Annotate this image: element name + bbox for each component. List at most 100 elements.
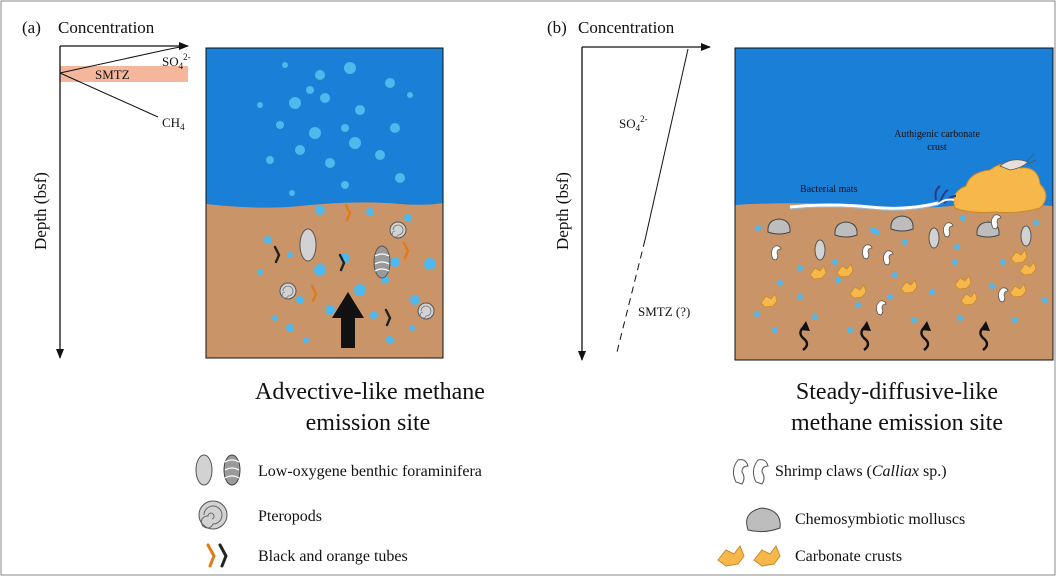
methane-bubble [296, 296, 304, 304]
panel-b-crust-label-line2: crust [927, 142, 947, 153]
carbonate-crust [1010, 249, 1028, 264]
panel-a-ch4-profile [59, 72, 159, 118]
authigenic-carbonate-crust [953, 163, 1047, 213]
methane-bubble [257, 269, 263, 275]
methane-bubble [902, 239, 908, 245]
methane-bubble [325, 305, 335, 315]
panel-a-depth-label: Depth (bsf) [31, 172, 50, 250]
panel-b-scene-border [734, 47, 1054, 361]
molluscs-legend-label: Chemosymbiotic molluscs [795, 511, 965, 528]
methane-bubble [370, 311, 378, 319]
methane-bubble [797, 294, 803, 300]
tube [338, 253, 346, 272]
methane-bubble [395, 173, 405, 183]
carbonate-crust [849, 284, 867, 299]
methane-bubble [303, 337, 309, 343]
pteropod [279, 282, 297, 300]
methane-bubble [911, 317, 917, 323]
methane-bubble [892, 272, 898, 278]
shrimp-on-crust [999, 153, 1037, 171]
tube [384, 308, 392, 327]
shrimp-claws-legend-label: Shrimp claws (Calliax sp.) [775, 463, 947, 480]
panel-b-depth-label: Depth (bsf) [553, 172, 572, 250]
methane-bubble [957, 315, 963, 321]
shrimp-claw [998, 287, 1009, 303]
methane-bubble [386, 336, 394, 344]
tube [273, 245, 281, 264]
panel-b-title-line2: methane emission site [791, 410, 1003, 436]
methane-bubble [266, 156, 274, 164]
tube [344, 203, 352, 222]
panel-a-ch4-label: CH4 [162, 115, 185, 132]
shrimp-claw [943, 222, 954, 238]
methane-bubble [314, 264, 326, 276]
methane-bubble [315, 205, 325, 215]
carbonate-crust [836, 263, 854, 278]
diffusion-arrow [920, 321, 931, 351]
methane-bubble [366, 208, 374, 216]
legend: Low-oxygene benthic foraminifera Pteropo… [195, 454, 965, 568]
methane-bubble [325, 158, 335, 168]
carbonate-crust [900, 279, 918, 294]
methane-bubble [929, 289, 935, 295]
pteropod [389, 221, 407, 239]
tube-tufts [934, 185, 957, 205]
pteropod-legend-label: Pteropods [258, 508, 322, 525]
methane-bubble [989, 283, 995, 289]
methane-bubble [952, 259, 958, 265]
methane-bubble [410, 295, 420, 305]
methane-bubble [341, 181, 349, 189]
mollusc [834, 221, 858, 238]
methane-bubble [289, 97, 301, 109]
methane-bubble [1042, 297, 1048, 303]
mollusc-shell [814, 239, 826, 261]
mollusc [890, 215, 914, 232]
panel-a-smtz-label: SMTZ [95, 67, 130, 82]
carbonate-crust [1019, 261, 1037, 276]
panel-b-mats-label: Bacterial mats [800, 184, 858, 195]
panel-a-title-line2: emission site [306, 410, 431, 436]
methane-bubble [315, 70, 325, 80]
panel-a-title-line1: Advective-like methane [255, 379, 485, 405]
methane-bubble [772, 327, 778, 333]
shrimp-claw [991, 214, 1002, 230]
methane-bubble [404, 214, 412, 222]
bacterial-mats-edge [789, 204, 939, 211]
foraminifera [373, 245, 391, 279]
methane-bubble [306, 86, 314, 94]
panel-b: (b) Concentration SO42- SMTZ (?) Depth (… [547, 18, 1054, 436]
methane-bubble [341, 124, 349, 132]
methane-bubble [812, 314, 818, 320]
panel-a-smtz-band [60, 66, 188, 82]
shrimp-claw [771, 245, 782, 261]
panel-b-concentration-label: Concentration [578, 18, 675, 37]
tubes-legend-icon [206, 543, 228, 568]
shrimp-claw [883, 250, 894, 266]
diffusion-arrow [979, 321, 990, 351]
methane-bubble [282, 62, 288, 68]
methane-bubble [257, 102, 263, 108]
panel-b-smtz-label: SMTZ (?) [638, 304, 690, 319]
tube [310, 284, 318, 303]
panel-b-methane-bubbles [754, 215, 1048, 333]
methane-bubble [355, 105, 365, 115]
methane-bubble [847, 327, 853, 333]
methane-bubble [755, 225, 761, 231]
carbonate-crusts-legend-label: Carbonate crusts [795, 548, 902, 565]
pteropod-legend-icon [198, 500, 228, 530]
methane-bubble [349, 137, 361, 149]
methane-bubble [320, 93, 330, 103]
methane-bubble [407, 92, 413, 98]
panel-b-so4-profile [644, 48, 689, 241]
methane-bubble [1012, 317, 1018, 323]
mollusc-shell [1020, 225, 1032, 247]
panel-b-so4-label: SO42- [619, 114, 648, 133]
methane-bubble [295, 145, 305, 155]
pteropod [417, 302, 435, 320]
panel-b-tag: (b) [547, 18, 567, 37]
methane-bubble [835, 277, 841, 283]
molluscs-legend-icon [746, 507, 781, 533]
panel-a: (a) Concentration SMTZ SO42- CH4 Depth (… [22, 18, 485, 436]
diffusion-arrow [860, 321, 871, 351]
